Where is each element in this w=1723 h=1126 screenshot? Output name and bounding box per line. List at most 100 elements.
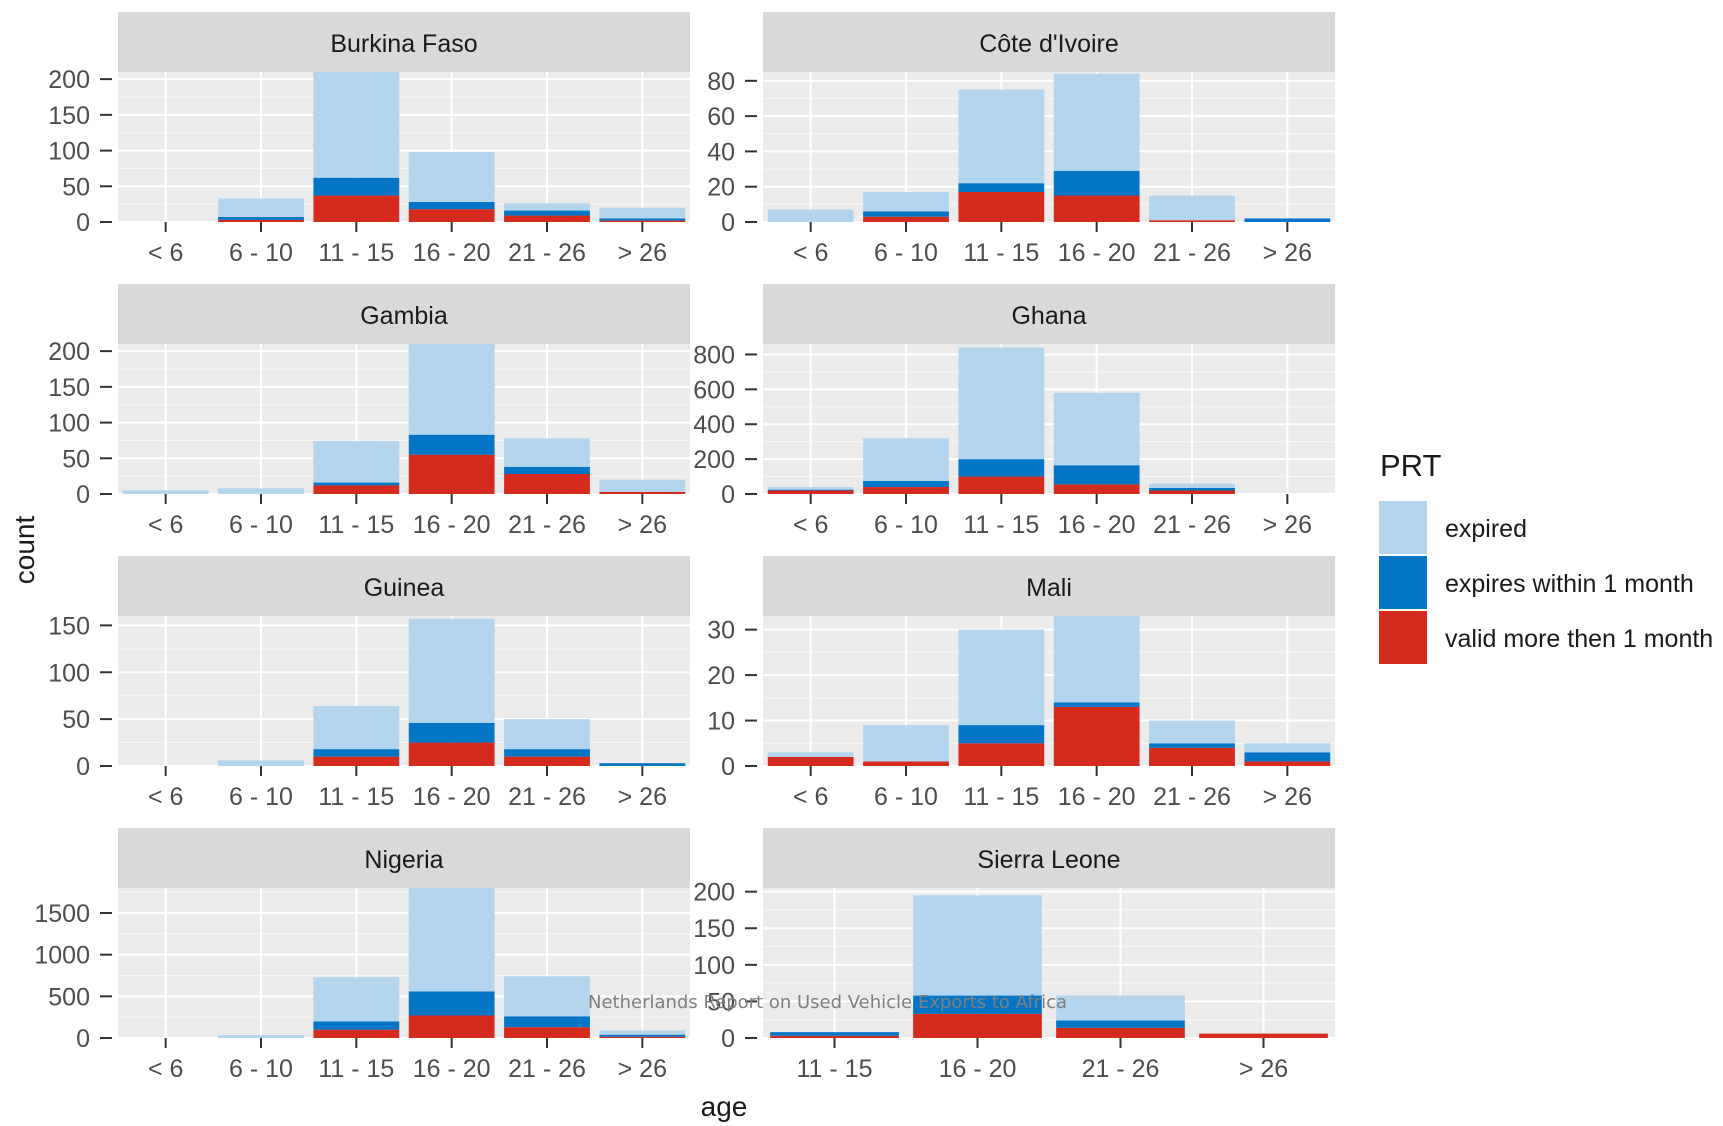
bar-segment-valid-more-then-1-month xyxy=(504,756,590,766)
x-tick-label: < 6 xyxy=(148,239,183,267)
bar-segment-valid-more-then-1-month xyxy=(1149,747,1235,766)
x-tick-label: 21 - 26 xyxy=(508,511,586,539)
x-tick-label: 11 - 15 xyxy=(318,1055,394,1083)
facet-strip-mali xyxy=(763,556,1335,616)
bar-segment-valid-more-then-1-month xyxy=(408,454,495,494)
bar-segment-expires-within-1-month xyxy=(958,725,1045,744)
bar-segment-valid-more-then-1-month xyxy=(408,1015,495,1038)
x-tick-label: < 6 xyxy=(148,783,183,811)
facet-strip-ghana xyxy=(763,284,1335,344)
bar-segment-valid-more-then-1-month xyxy=(958,476,1045,494)
y-tick-label: 200 xyxy=(693,879,735,907)
x-tick-label: 6 - 10 xyxy=(874,783,938,811)
x-tick-label: 16 - 20 xyxy=(413,1055,491,1083)
bar-segment-expired xyxy=(408,618,495,723)
x-tick-label: < 6 xyxy=(148,1055,183,1083)
y-tick-label: 100 xyxy=(693,952,735,980)
facet-panel-ghana xyxy=(763,344,1335,494)
bar-segment-expired xyxy=(313,706,400,750)
bar-segment-expired xyxy=(1149,483,1235,488)
x-tick-label: 11 - 15 xyxy=(963,239,1039,267)
x-tick-label: 21 - 26 xyxy=(1153,783,1231,811)
y-tick-label: 0 xyxy=(721,753,735,781)
bar-segment-valid-more-then-1-month xyxy=(1053,195,1140,222)
y-tick-label: 10 xyxy=(707,708,735,736)
bar-segment-expires-within-1-month xyxy=(958,459,1045,477)
bar-segment-expires-within-1-month xyxy=(863,480,949,488)
bar-segment-valid-more-then-1-month xyxy=(408,742,495,766)
bar-segment-expires-within-1-month xyxy=(599,218,686,221)
bar-segment-expires-within-1-month xyxy=(1056,1020,1185,1028)
legend-label-valid-more-then-1-month: valid more then 1 month xyxy=(1445,625,1713,653)
bar-segment-expires-within-1-month xyxy=(218,217,304,220)
facet-title-burkina-faso: Burkina Faso xyxy=(330,30,477,58)
x-tick-label: 11 - 15 xyxy=(797,1055,873,1083)
y-tick-label: 0 xyxy=(721,1025,735,1053)
x-tick-label: > 26 xyxy=(1263,783,1312,811)
facet-title-ghana: Ghana xyxy=(1011,302,1086,330)
bar-segment-valid-more-then-1-month xyxy=(1053,484,1140,494)
bar-segment-valid-more-then-1-month xyxy=(767,756,854,766)
x-tick-label: > 26 xyxy=(1263,511,1312,539)
bar-segment-expires-within-1-month xyxy=(313,1021,400,1030)
bar-segment-valid-more-then-1-month xyxy=(218,219,304,222)
x-tick-label: 16 - 20 xyxy=(1058,511,1136,539)
y-tick-label: 150 xyxy=(693,915,735,943)
y-tick-label: 30 xyxy=(707,617,735,645)
y-tick-label: 150 xyxy=(48,102,90,130)
bar-segment-valid-more-then-1-month xyxy=(770,1035,899,1038)
facet-panel-nigeria xyxy=(118,888,690,1038)
bar-segment-expired xyxy=(504,438,590,467)
bar-segment-valid-more-then-1-month xyxy=(408,209,495,222)
bar-segment-valid-more-then-1-month xyxy=(863,487,949,494)
facet-panel-sierra-leone xyxy=(763,888,1335,1038)
bar-segment-expires-within-1-month xyxy=(313,749,400,757)
x-tick-label: > 26 xyxy=(618,783,667,811)
x-tick-label: 6 - 10 xyxy=(229,783,293,811)
bar-segment-expired xyxy=(504,976,590,1017)
x-tick-label: 16 - 20 xyxy=(1058,783,1136,811)
bar-segment-valid-more-then-1-month xyxy=(1149,490,1235,494)
x-tick-label: 21 - 26 xyxy=(1153,239,1231,267)
bar-segment-expires-within-1-month xyxy=(770,1032,899,1036)
bar-segment-expired xyxy=(599,479,686,492)
bar-segment-valid-more-then-1-month xyxy=(313,485,400,494)
bar-segment-expires-within-1-month xyxy=(1149,487,1235,491)
y-tick-label: 0 xyxy=(721,481,735,509)
y-tick-label: 80 xyxy=(707,68,735,96)
y-tick-label: 50 xyxy=(62,445,90,473)
bar-segment-expired xyxy=(958,629,1045,726)
y-tick-label: 100 xyxy=(48,410,90,438)
bar-segment-expires-within-1-month xyxy=(599,763,686,766)
bar-segment-expires-within-1-month xyxy=(504,749,590,757)
x-tick-label: 6 - 10 xyxy=(229,239,293,267)
bar-segment-valid-more-then-1-month xyxy=(504,1027,590,1038)
bar-segment-expired xyxy=(767,209,854,222)
facet-strip-gambia xyxy=(118,284,690,344)
facet-title-nigeria: Nigeria xyxy=(364,846,443,874)
x-tick-label: > 26 xyxy=(1239,1055,1288,1083)
bar-segment-expired xyxy=(504,203,590,211)
x-tick-label: < 6 xyxy=(793,239,828,267)
y-axis-title: count xyxy=(9,516,40,585)
x-tick-label: 11 - 15 xyxy=(963,783,1039,811)
x-tick-label: 11 - 15 xyxy=(318,783,394,811)
bar-segment-valid-more-then-1-month xyxy=(599,1036,686,1038)
x-tick-label: < 6 xyxy=(793,511,828,539)
y-tick-label: 20 xyxy=(707,662,735,690)
bar-segment-expires-within-1-month xyxy=(1053,465,1140,485)
y-tick-label: 50 xyxy=(62,173,90,201)
y-tick-label: 800 xyxy=(693,341,735,369)
bar-segment-expired xyxy=(218,760,304,766)
bar-segment-expired xyxy=(1244,743,1331,753)
y-tick-label: 50 xyxy=(707,988,735,1016)
bar-segment-expired xyxy=(1053,73,1140,171)
y-tick-label: 200 xyxy=(48,66,90,94)
bar-segment-expired xyxy=(408,344,495,435)
y-tick-label: 500 xyxy=(48,983,90,1011)
x-tick-label: 11 - 15 xyxy=(318,511,394,539)
bar-segment-expires-within-1-month xyxy=(408,991,495,1016)
y-tick-label: 1000 xyxy=(34,942,90,970)
bar-segment-expired xyxy=(863,192,949,212)
bar-segment-expires-within-1-month xyxy=(1149,743,1235,748)
